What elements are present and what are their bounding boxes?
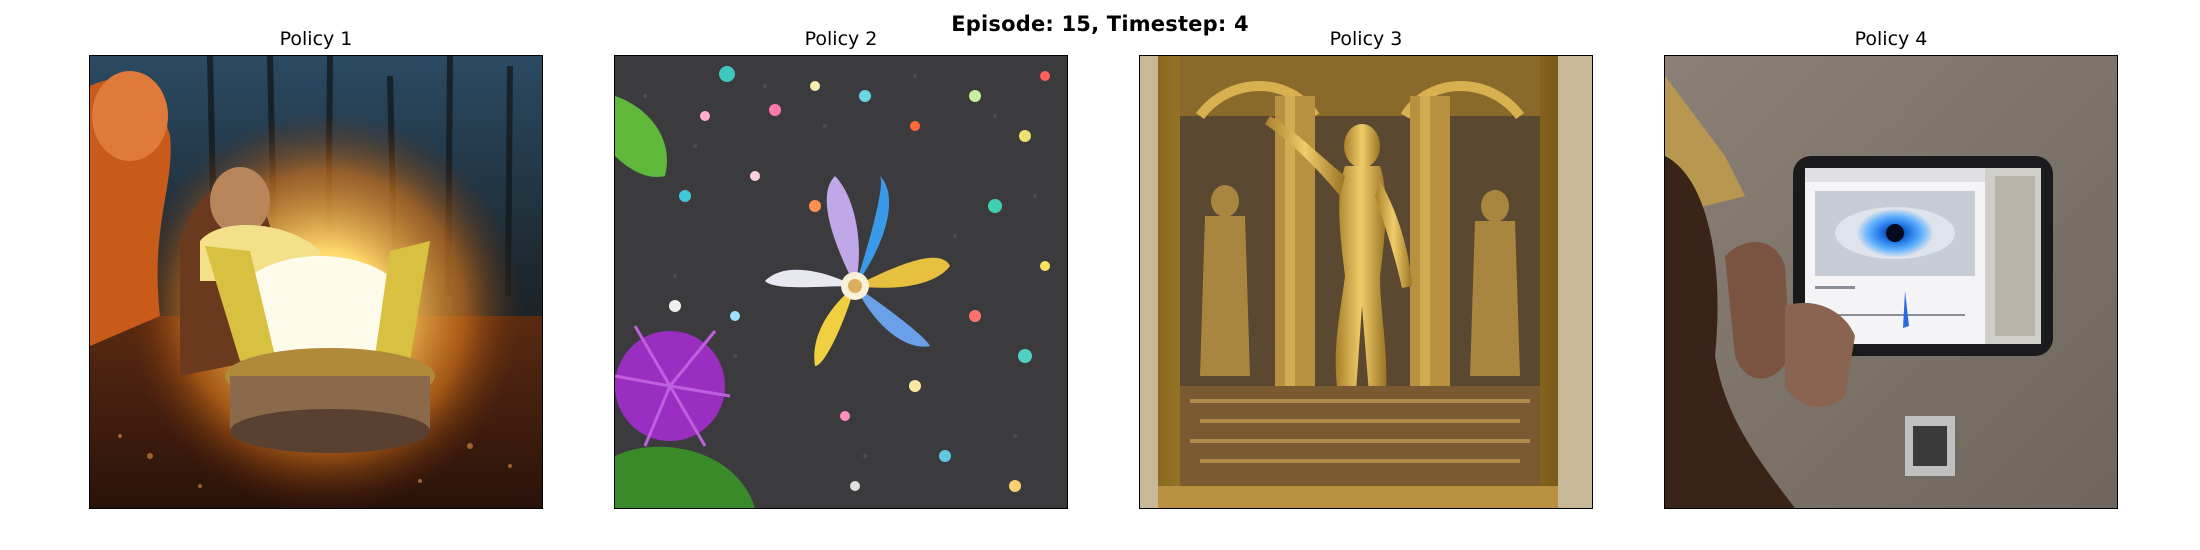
night-campfire-lamp-image bbox=[90, 56, 542, 508]
panel-image-frame bbox=[1139, 55, 1593, 509]
panel-title: Policy 2 bbox=[804, 28, 878, 50]
panel-title: Policy 3 bbox=[1329, 28, 1403, 50]
panel-image-frame bbox=[89, 55, 543, 509]
panel-policy-1: Policy 1 bbox=[89, 26, 543, 509]
panel-title: Policy 4 bbox=[1854, 28, 1928, 50]
starflower-on-speckled-ground-image bbox=[615, 56, 1067, 508]
panel-image-frame bbox=[1664, 55, 2118, 509]
panel-image-frame bbox=[614, 55, 1068, 509]
hand-holding-tablet-eye-image bbox=[1665, 56, 2117, 508]
panel-policy-2: Policy 2 bbox=[614, 26, 1068, 509]
figure-title: Episode: 15, Timestep: 4 bbox=[951, 12, 1249, 36]
golden-statue-in-frame-image bbox=[1140, 56, 1592, 508]
panel-policy-3: Policy 3 bbox=[1139, 26, 1593, 509]
panel-policy-4: Policy 4 bbox=[1664, 26, 2118, 509]
panel-title: Policy 1 bbox=[279, 28, 353, 50]
